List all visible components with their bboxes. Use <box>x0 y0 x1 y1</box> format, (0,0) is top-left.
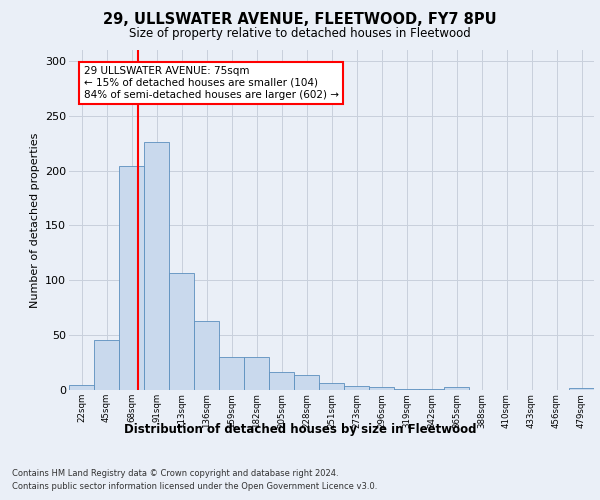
Bar <box>344 386 369 390</box>
Bar <box>444 386 469 390</box>
Y-axis label: Number of detached properties: Number of detached properties <box>29 132 40 308</box>
Bar <box>569 388 594 390</box>
Bar <box>319 384 344 390</box>
Bar <box>394 389 419 390</box>
Bar <box>269 372 294 390</box>
Text: Contains HM Land Registry data © Crown copyright and database right 2024.: Contains HM Land Registry data © Crown c… <box>12 468 338 477</box>
Bar <box>219 357 244 390</box>
Bar <box>94 340 119 390</box>
Bar <box>419 389 444 390</box>
Bar <box>244 357 269 390</box>
Text: Contains public sector information licensed under the Open Government Licence v3: Contains public sector information licen… <box>12 482 377 491</box>
Bar <box>369 386 394 390</box>
Bar <box>119 166 144 390</box>
Bar <box>144 142 169 390</box>
Bar <box>194 321 219 390</box>
Bar <box>294 374 319 390</box>
Text: 29, ULLSWATER AVENUE, FLEETWOOD, FY7 8PU: 29, ULLSWATER AVENUE, FLEETWOOD, FY7 8PU <box>103 12 497 28</box>
Bar <box>169 272 194 390</box>
Bar <box>69 384 94 390</box>
Text: 29 ULLSWATER AVENUE: 75sqm
← 15% of detached houses are smaller (104)
84% of sem: 29 ULLSWATER AVENUE: 75sqm ← 15% of deta… <box>83 66 338 100</box>
Text: Size of property relative to detached houses in Fleetwood: Size of property relative to detached ho… <box>129 28 471 40</box>
Text: Distribution of detached houses by size in Fleetwood: Distribution of detached houses by size … <box>124 422 476 436</box>
